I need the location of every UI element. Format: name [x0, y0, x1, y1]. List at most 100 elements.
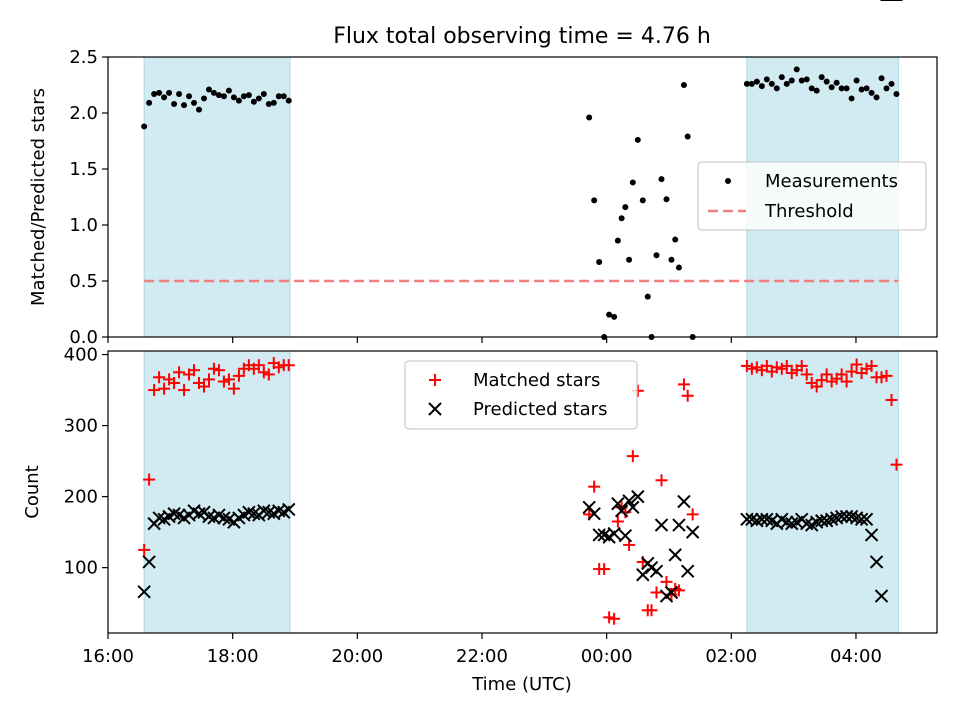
- measurement-point: [672, 236, 679, 243]
- matched-star-point: [850, 358, 863, 371]
- measurement-point: [878, 75, 885, 82]
- matched-star-point: [232, 369, 245, 382]
- predicted-star-point: [668, 548, 682, 562]
- matched-star-point: [153, 371, 166, 384]
- predicted-star-point: [824, 512, 839, 527]
- count-y-tick-label: 400: [64, 345, 98, 366]
- observing-windows-bottom: [143, 350, 899, 634]
- predicted-star-point: [834, 509, 849, 524]
- measurement-point: [668, 256, 675, 263]
- matched-star-point: [252, 359, 265, 372]
- measurement-point: [235, 97, 242, 104]
- matched-star-point: [686, 508, 699, 521]
- ratio-panel: 0.0 0.5 1.0 1.5 2.0 2.5 Matched/Predicted sta…: [28, 47, 938, 348]
- measurement-point: [748, 80, 755, 87]
- predicted-star-point: [672, 518, 686, 532]
- matched-star-point: [168, 376, 181, 389]
- matched-star-point: [845, 365, 858, 378]
- predicted-star-point: [217, 511, 231, 525]
- measurement-point: [586, 114, 593, 121]
- time-x-tick-label: 16:00: [82, 646, 134, 667]
- measurement-point: [818, 74, 825, 81]
- measurement-point: [778, 74, 785, 81]
- measurement-point: [614, 237, 621, 244]
- matched-star-point: [227, 382, 240, 395]
- measurement-point: [141, 123, 148, 130]
- matched-star-point: [880, 369, 893, 382]
- predicted-star-point: [654, 518, 669, 532]
- matched-star-point: [780, 359, 793, 372]
- matched-star-point: [608, 612, 621, 625]
- measurement-point: [220, 93, 227, 100]
- predicted-star-point: [282, 502, 296, 517]
- measurement-point: [611, 313, 618, 320]
- measurement-point: [225, 87, 232, 94]
- matched-star-point: [588, 480, 601, 493]
- predicted-star-point: [745, 512, 759, 527]
- ratio-y-axis-label: Matched/Predicted stars: [28, 88, 49, 306]
- ratio-y-tick-label: 1.5: [69, 159, 98, 180]
- measurement-point: [743, 80, 750, 87]
- predicted-stars-points: [137, 0, 903, 603]
- measurement-point: [853, 77, 860, 84]
- measurement-point: [215, 92, 222, 99]
- measurement-point: [868, 89, 875, 96]
- matched-star-point: [202, 373, 215, 386]
- predicted-star-point: [611, 497, 625, 511]
- count-y-tick-label: 100: [64, 558, 98, 579]
- predicted-star-point: [664, 585, 679, 600]
- measurement-point: [833, 79, 840, 86]
- predicted-star-point: [680, 564, 695, 578]
- measurement-point: [166, 89, 173, 96]
- measurement-point: [151, 90, 158, 97]
- predicted-star-point: [780, 515, 794, 529]
- measurement-point: [828, 84, 835, 91]
- matched-star-point: [681, 389, 694, 402]
- measurement-point: [873, 94, 880, 101]
- matched-star-point: [148, 384, 161, 397]
- measurement-point: [753, 78, 760, 85]
- measurement-point: [653, 252, 660, 259]
- measurement-point: [181, 102, 188, 109]
- measurement-point: [768, 80, 775, 87]
- matched-star-point: [158, 382, 171, 395]
- time-x-ticks: 16:00 18:00 20:00 22:00 00:00 02:00 04:00: [82, 633, 882, 667]
- predicted-star-point: [819, 514, 834, 528]
- measurement-point: [823, 78, 830, 85]
- predicted-star-point: [614, 504, 629, 518]
- legend-matched-label: Matched stars: [473, 370, 600, 391]
- ratio-legend-box: [697, 161, 927, 231]
- measurement-points: [141, 66, 900, 340]
- matched-star-point: [650, 586, 663, 599]
- ratio-y-ticks: 0.0 0.5 1.0 1.5 2.0 2.5: [69, 47, 108, 348]
- measurement-point: [265, 101, 272, 108]
- measurement-point: [663, 196, 670, 203]
- legend-measurements-marker: [725, 178, 731, 184]
- measurement-point: [644, 293, 651, 300]
- measurement-point: [280, 93, 287, 100]
- time-x-tick-label: 18:00: [207, 646, 259, 667]
- measurement-point: [186, 93, 193, 100]
- time-x-axis-label: Time (UTC): [471, 674, 572, 695]
- time-x-tick-label: 20:00: [331, 646, 383, 667]
- measurement-point: [783, 80, 790, 87]
- matched-star-point: [800, 368, 813, 381]
- count-panel: 100 200 300 400 16:00 18:00 20:00 22:00 00:00 02…: [22, 0, 938, 695]
- predicted-star-point: [192, 506, 206, 521]
- predicted-star-point: [587, 506, 601, 521]
- count-y-ticks: 100 200 300 400: [64, 345, 108, 579]
- measurement-point: [893, 90, 900, 97]
- matched-star-point: [795, 359, 808, 372]
- matched-star-point: [178, 384, 191, 397]
- matched-star-point: [835, 368, 848, 381]
- measurement-point: [618, 215, 625, 222]
- measurement-point: [270, 99, 277, 106]
- measurement-point: [176, 90, 183, 97]
- matched-star-point: [865, 359, 878, 372]
- matched-star-point: [660, 575, 673, 588]
- matched-star-point: [138, 543, 151, 556]
- predicted-star-point: [142, 555, 156, 569]
- measurement-point: [591, 197, 598, 204]
- measurement-point: [250, 98, 257, 105]
- matched-star-point: [820, 368, 833, 381]
